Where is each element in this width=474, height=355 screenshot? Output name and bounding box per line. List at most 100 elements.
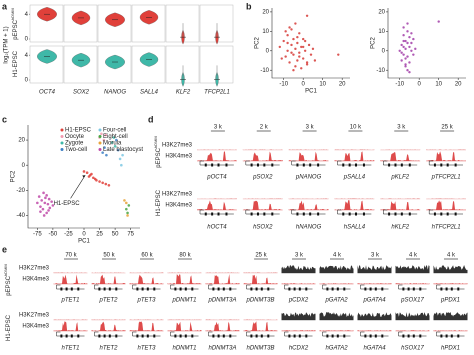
point xyxy=(412,53,415,56)
point xyxy=(126,211,129,215)
point xyxy=(412,37,415,41)
tss-arrow xyxy=(322,331,327,336)
exon xyxy=(355,163,358,167)
exon xyxy=(211,212,214,216)
tss-arrow xyxy=(170,284,175,289)
point xyxy=(92,176,95,180)
point xyxy=(44,196,47,200)
point xyxy=(400,51,403,54)
exon xyxy=(146,287,149,291)
exon xyxy=(256,163,259,167)
x-tick-label: -75 xyxy=(33,232,42,238)
exon xyxy=(302,212,305,216)
point xyxy=(294,47,297,51)
gene-label: pSOX2 xyxy=(252,175,273,181)
exon xyxy=(255,287,258,291)
tss-arrow xyxy=(246,284,251,289)
exon xyxy=(374,287,377,291)
legend-label: Morula xyxy=(103,141,122,147)
exon xyxy=(217,287,220,291)
exon xyxy=(217,334,220,338)
point xyxy=(43,201,47,205)
exon xyxy=(271,212,274,216)
point xyxy=(112,136,116,139)
point xyxy=(93,177,97,181)
x-tick-label: -50 xyxy=(49,232,58,238)
point xyxy=(404,47,407,51)
exon xyxy=(191,334,194,338)
tss-arrow xyxy=(436,284,441,289)
point xyxy=(292,53,295,56)
gene-label: pNANOG xyxy=(295,175,322,181)
scale-label: 3 k xyxy=(214,125,223,131)
exon xyxy=(440,163,443,167)
signal-track xyxy=(129,274,164,284)
point xyxy=(337,53,340,56)
y-tick-label: 10 xyxy=(262,29,269,35)
gene-label: OCT4 xyxy=(39,90,56,96)
tss-arrow xyxy=(246,331,251,336)
point xyxy=(408,35,411,39)
row-label: pEPSChDMM xyxy=(153,136,162,167)
exon xyxy=(250,212,253,216)
row-label-name: pEPSC xyxy=(6,275,12,295)
y-tick-label: 0 xyxy=(25,37,29,43)
point xyxy=(294,65,297,68)
exon xyxy=(305,334,308,338)
signal-track xyxy=(433,312,468,320)
exon xyxy=(115,287,118,291)
x-tick-label: 0 xyxy=(302,82,306,88)
gene-label: hTET3 xyxy=(137,346,156,352)
point xyxy=(40,199,43,202)
exon xyxy=(212,334,215,338)
point xyxy=(50,200,53,203)
point xyxy=(404,57,407,60)
gene-label: hTET2 xyxy=(99,346,118,352)
tss-arrow xyxy=(428,160,434,165)
exon xyxy=(454,212,457,216)
signal-track xyxy=(167,321,202,331)
gene-label: pKLF2 xyxy=(390,175,409,181)
gene-label: hSOX2 xyxy=(253,225,273,231)
point xyxy=(37,195,41,198)
exon xyxy=(381,334,384,338)
x-tick-label: -25 xyxy=(64,232,73,238)
y-axis-label: log₂(TPM + 1) xyxy=(4,26,10,63)
gene-label: pTFCP2L1 xyxy=(431,175,461,181)
point xyxy=(45,211,48,215)
legend-label: Four-cell xyxy=(103,128,126,134)
point xyxy=(402,26,405,29)
exon xyxy=(103,334,106,338)
point xyxy=(307,43,311,47)
point xyxy=(47,197,51,201)
violin-panel xyxy=(29,45,64,84)
exon xyxy=(388,163,391,167)
exon xyxy=(60,334,63,338)
gene-label: KLF2 xyxy=(176,90,191,96)
row-label-sup: hDMM xyxy=(10,8,15,20)
tss-arrow xyxy=(337,160,342,165)
tss-arrow xyxy=(337,209,342,214)
exon xyxy=(260,334,263,338)
gene-label: pCDX2 xyxy=(288,298,309,304)
y-tick-label: 4 xyxy=(25,12,29,18)
point xyxy=(402,39,405,43)
point xyxy=(51,204,55,207)
exon xyxy=(309,212,312,216)
x-axis-label: PC1 xyxy=(305,89,317,95)
exon xyxy=(342,212,345,216)
gene-label: pTET1 xyxy=(60,298,79,304)
legend-label: Two-cell xyxy=(65,147,87,153)
exon xyxy=(336,287,339,291)
tss-arrow xyxy=(170,331,175,336)
exon xyxy=(267,334,270,338)
gene-label: SALL4 xyxy=(140,90,159,96)
point xyxy=(100,132,103,136)
x-tick-label: -10 xyxy=(395,82,404,88)
legend-label: Oocyte xyxy=(65,134,85,140)
exon xyxy=(191,287,194,291)
exon xyxy=(179,287,182,291)
y-axis-label: PC2 xyxy=(255,37,261,49)
point xyxy=(105,153,108,157)
y-tick-label: 0 xyxy=(266,48,270,54)
